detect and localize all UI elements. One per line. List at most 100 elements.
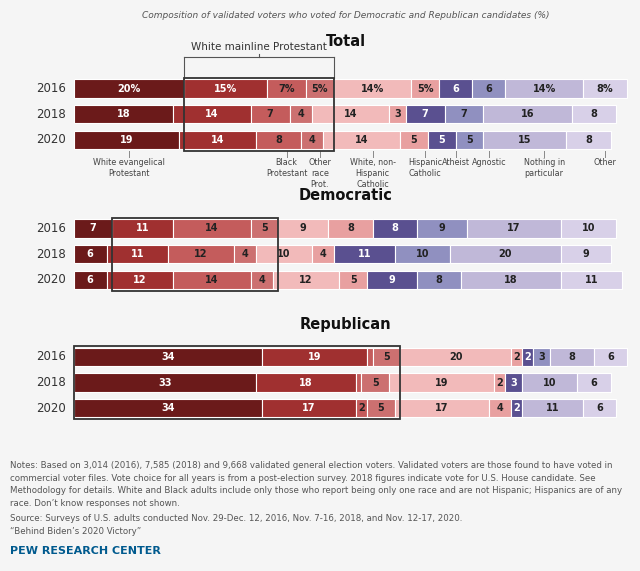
Text: Other
race
Prot.: Other race Prot. — [308, 158, 332, 190]
Bar — [522, 373, 577, 392]
Text: 9: 9 — [438, 223, 445, 234]
Bar — [511, 399, 522, 417]
Bar — [173, 271, 251, 289]
Bar — [113, 218, 278, 291]
Text: Atheist: Atheist — [442, 158, 470, 167]
Text: 2: 2 — [358, 403, 365, 413]
Bar — [184, 79, 268, 98]
Text: 8%: 8% — [596, 83, 613, 94]
Text: 9: 9 — [582, 249, 589, 259]
Text: 8: 8 — [591, 109, 597, 119]
Bar — [256, 373, 356, 392]
Bar — [262, 348, 367, 366]
Bar — [561, 219, 616, 238]
Bar — [561, 271, 621, 289]
Bar — [74, 131, 179, 149]
Text: 4: 4 — [297, 109, 304, 119]
Text: “Behind Biden’s 2020 Victory”: “Behind Biden’s 2020 Victory” — [10, 527, 141, 536]
Text: PEW RESEARCH CENTER: PEW RESEARCH CENTER — [10, 546, 161, 556]
Text: 4: 4 — [259, 275, 265, 285]
Bar — [472, 79, 506, 98]
Text: 33: 33 — [158, 377, 172, 388]
Bar — [74, 348, 262, 366]
Text: 9: 9 — [300, 223, 307, 234]
Bar — [594, 348, 627, 366]
Bar — [583, 79, 627, 98]
Text: Source: Surveys of U.S. adults conducted Nov. 29-Dec. 12, 2016, Nov. 7-16, 2018,: Source: Surveys of U.S. adults conducted… — [10, 514, 462, 524]
Text: 20: 20 — [499, 249, 512, 259]
Bar — [74, 79, 184, 98]
Bar — [461, 271, 561, 289]
Text: 19: 19 — [120, 135, 133, 145]
Text: White mainline Protestant: White mainline Protestant — [191, 42, 327, 52]
Text: 8: 8 — [436, 275, 442, 285]
Text: 14: 14 — [355, 135, 368, 145]
Bar — [234, 245, 256, 263]
Bar — [489, 399, 511, 417]
Text: 5: 5 — [438, 135, 445, 145]
Text: 12: 12 — [133, 275, 147, 285]
Bar — [334, 245, 395, 263]
Bar — [168, 245, 234, 263]
Bar — [334, 79, 412, 98]
Bar — [483, 105, 572, 123]
Text: 5%: 5% — [417, 83, 433, 94]
Bar — [456, 131, 483, 149]
Text: 7%: 7% — [278, 83, 295, 94]
Text: 5: 5 — [261, 223, 268, 234]
Bar — [400, 348, 511, 366]
Text: 3: 3 — [510, 377, 517, 388]
Bar — [306, 79, 334, 98]
Text: 10: 10 — [415, 249, 429, 259]
Text: 6: 6 — [87, 249, 93, 259]
Text: Methodology for details. White and Black adults include only those who report be: Methodology for details. White and Black… — [10, 486, 621, 496]
Text: 2: 2 — [513, 352, 520, 362]
Bar — [74, 399, 262, 417]
Bar — [367, 271, 417, 289]
Bar — [323, 131, 400, 149]
Bar — [428, 131, 456, 149]
Text: 17: 17 — [435, 403, 449, 413]
Bar — [367, 399, 395, 417]
Text: 19: 19 — [435, 377, 449, 388]
Text: 14: 14 — [211, 135, 224, 145]
Bar — [550, 348, 594, 366]
Bar — [173, 105, 251, 123]
Text: 5: 5 — [466, 135, 473, 145]
Text: 2: 2 — [497, 377, 503, 388]
Bar — [312, 245, 334, 263]
Text: 14%: 14% — [532, 83, 556, 94]
Text: 14: 14 — [205, 223, 219, 234]
Text: 34: 34 — [161, 403, 175, 413]
Text: 5: 5 — [411, 135, 417, 145]
Text: 2018: 2018 — [36, 108, 66, 120]
Bar — [74, 346, 400, 419]
Text: 6: 6 — [87, 275, 93, 285]
Bar — [362, 373, 389, 392]
Text: 20%: 20% — [117, 83, 141, 94]
Text: 4: 4 — [497, 403, 503, 413]
Text: 34: 34 — [161, 352, 175, 362]
Text: Hispanic
Catholic: Hispanic Catholic — [408, 158, 442, 178]
Bar — [184, 78, 334, 151]
Text: 4: 4 — [319, 249, 326, 259]
Text: White, non-
Hispanic
Catholic: White, non- Hispanic Catholic — [349, 158, 396, 190]
Text: 6: 6 — [452, 83, 459, 94]
Text: 10: 10 — [543, 377, 556, 388]
Text: Composition of validated voters who voted for Democratic and Republican candidat: Composition of validated voters who vote… — [142, 11, 549, 20]
Text: Black
Protestant: Black Protestant — [266, 158, 307, 178]
Text: 6: 6 — [485, 83, 492, 94]
Bar — [107, 245, 168, 263]
Text: 11: 11 — [546, 403, 559, 413]
Text: 14: 14 — [205, 275, 219, 285]
Text: 14: 14 — [205, 109, 219, 119]
Text: Notes: Based on 3,014 (2016), 7,585 (2018) and 9,668 validated general election : Notes: Based on 3,014 (2016), 7,585 (201… — [10, 461, 612, 471]
Bar — [372, 348, 400, 366]
Text: 15%: 15% — [214, 83, 237, 94]
Text: 14: 14 — [344, 109, 357, 119]
Bar — [406, 105, 445, 123]
Text: 12: 12 — [300, 275, 313, 285]
Bar — [511, 348, 522, 366]
Text: commercial voter files. Vote choice for all years is from a post-election survey: commercial voter files. Vote choice for … — [10, 474, 595, 483]
Text: 2018: 2018 — [36, 248, 66, 260]
